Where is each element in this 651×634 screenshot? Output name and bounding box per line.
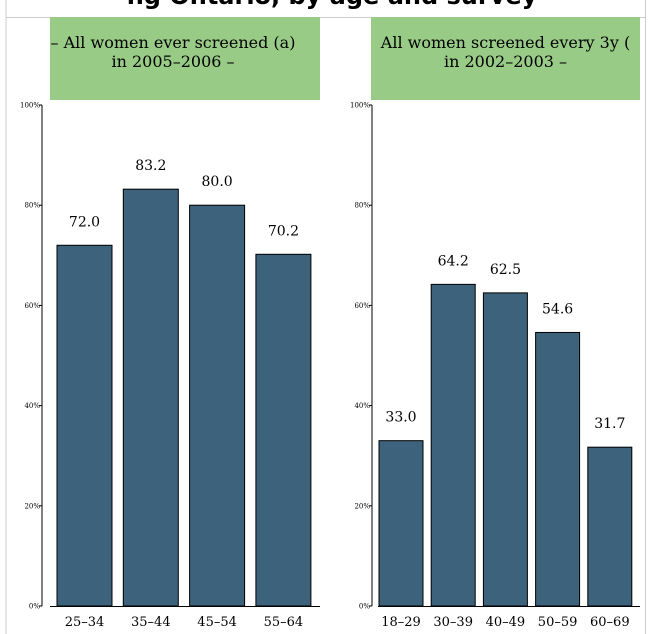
y-tick-label: 100% — [20, 102, 40, 110]
panel-title-line-2: in 2005–2006 – — [111, 52, 234, 71]
data-label: 70.2 — [268, 223, 299, 239]
chart-panels: – All women ever screened (a)in 2005–200… — [20, 17, 640, 630]
y-tick-label: 20% — [354, 502, 370, 510]
panel-title-line-1: All women screened every 3y ( — [380, 33, 630, 52]
panel-title: All women screened every 3y (in 2002–200… — [380, 33, 630, 71]
data-label: 83.2 — [135, 158, 166, 174]
panel-title-box — [371, 17, 640, 100]
data-label: 31.7 — [594, 416, 625, 432]
panel-title-box — [50, 17, 320, 100]
data-label: 64.2 — [438, 253, 469, 269]
panel-title-line-1: – All women ever screened (a) — [51, 33, 296, 52]
y-tick-label: 40% — [24, 402, 40, 410]
panel-title: – All women ever screened (a)in 2005–200… — [51, 33, 296, 71]
x-tick-label: 30–39 — [433, 615, 473, 630]
data-label: 62.5 — [490, 262, 521, 278]
bar-30–39 — [430, 283, 476, 607]
panel-title-line-2: in 2002–2003 – — [444, 52, 567, 71]
y-tick-label: 100% — [350, 102, 370, 110]
y-tick-label: 60% — [24, 302, 40, 310]
bar-18–29 — [378, 440, 424, 607]
y-tick-label: 40% — [354, 402, 370, 410]
data-label: 54.6 — [542, 301, 573, 317]
figure-title: ng Ontario, by age and survey — [127, 0, 538, 10]
x-tick-label: 45–54 — [197, 615, 237, 630]
y-tick-label: 80% — [354, 202, 370, 210]
y-tick-label: 80% — [24, 202, 40, 210]
figure-border-right — [645, 0, 646, 634]
x-tick-label: 55–64 — [264, 615, 304, 630]
bar-50–59 — [535, 331, 581, 607]
x-tick-label: 25–34 — [65, 615, 105, 630]
bar-60–69 — [587, 446, 633, 607]
figure-border-left — [5, 0, 7, 634]
chart-panel-2: All women screened every 3y (in 2002–200… — [350, 17, 640, 630]
x-tick-label: 35–44 — [131, 615, 171, 630]
y-tick-label: 20% — [24, 502, 40, 510]
data-label: 80.0 — [202, 174, 233, 190]
chart-panel-1: – All women ever screened (a)in 2005–200… — [20, 17, 320, 630]
y-tick-label: 0% — [29, 603, 40, 611]
data-label: 72.0 — [69, 214, 100, 230]
x-tick-label: 50–59 — [538, 615, 578, 630]
y-tick-label: 0% — [359, 603, 370, 611]
bar-35–44 — [122, 188, 179, 607]
bar-25–34 — [56, 244, 113, 607]
figure-border-top — [5, 17, 646, 18]
bar-40–49 — [482, 292, 528, 607]
bar-45–54 — [189, 204, 246, 607]
x-tick-label: 60–69 — [590, 615, 630, 630]
x-tick-label: 18–29 — [381, 615, 421, 630]
bar-55–64 — [255, 253, 312, 607]
data-label: 33.0 — [385, 410, 416, 426]
y-tick-label: 60% — [354, 302, 370, 310]
x-tick-label: 40–49 — [486, 615, 526, 630]
